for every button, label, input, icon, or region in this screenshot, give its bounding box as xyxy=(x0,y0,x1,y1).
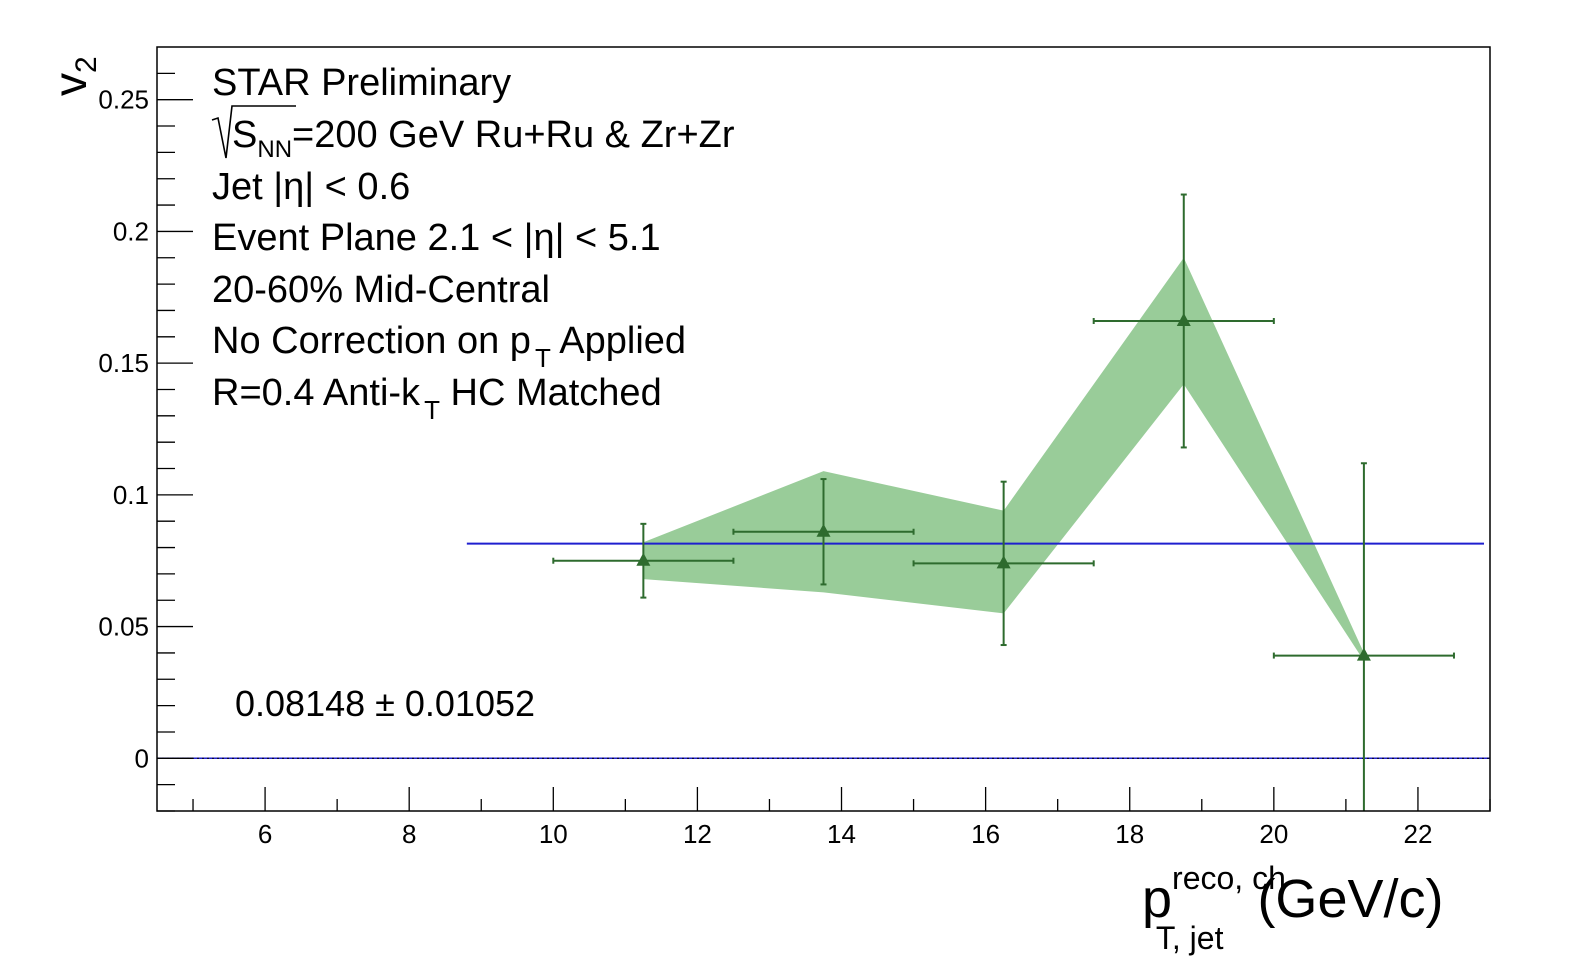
annotation-jet-definition: R=0.4 Anti-k T HC Matched xyxy=(212,372,662,425)
plot-frame xyxy=(156,46,1491,812)
y-tick-label: 0.05 xyxy=(98,612,149,642)
sqrt-sign-icon xyxy=(211,105,296,159)
reference-lines-layer xyxy=(157,542,1490,760)
data-points-layer xyxy=(552,193,1455,811)
annotation-block: STAR Preliminary SNN=200 GeV Ru+Ru & Zr+… xyxy=(211,62,735,425)
annotation-star-preliminary: STAR Preliminary xyxy=(212,62,511,104)
x-tick-label: 6 xyxy=(258,819,272,849)
y-axis-title: v2 xyxy=(44,56,103,96)
y-tick-label: 0.1 xyxy=(113,480,149,510)
x-tick-label: 16 xyxy=(971,819,1000,849)
tick-labels-layer: 6 8 10 12 14 16 18 20 22 0 0.05 0.1 0.15 0.2 0.25 xyxy=(98,85,1432,849)
y-tick-label: 0.2 xyxy=(113,216,149,246)
data-point xyxy=(1092,193,1275,449)
fit-result-text: 0.08148 ± 0.01052 xyxy=(235,683,535,724)
triangle-marker xyxy=(1176,312,1191,326)
x-tick-label: 22 xyxy=(1403,819,1432,849)
triangle-marker xyxy=(996,555,1011,569)
data-point xyxy=(912,480,1095,647)
annotation-root-symbol: S xyxy=(232,114,257,156)
data-point xyxy=(732,478,915,586)
axis-ticks-layer xyxy=(157,72,1491,812)
x-tick-label: 20 xyxy=(1259,819,1288,849)
y-tick-label: 0.25 xyxy=(98,85,149,115)
x-tick-label: 8 xyxy=(402,819,416,849)
x-tick-label: 18 xyxy=(1115,819,1144,849)
triangle-marker xyxy=(1356,647,1371,661)
annotation-energy-text: =200 GeV Ru+Ru & Zr+Zr xyxy=(292,114,735,156)
triangle-marker xyxy=(816,523,831,537)
annotation-jet-eta: Jet |η| < 0.6 xyxy=(212,166,410,208)
data-point xyxy=(552,522,735,599)
x-tick-label: 12 xyxy=(683,819,712,849)
svg-text:SNN=200 GeV Ru+Ru & Zr+Zr: SNN=200 GeV Ru+Ru & Zr+Zr xyxy=(232,114,735,163)
triangle-marker xyxy=(636,552,651,566)
y-tick-label: 0 xyxy=(135,743,149,773)
annotation-root-subscript: NN xyxy=(257,136,292,163)
data-point xyxy=(1272,462,1455,811)
x-axis-title: preco, ch T, jet(GeV/c) xyxy=(1142,860,1443,956)
x-tick-label: 10 xyxy=(539,819,568,849)
x-tick-label: 14 xyxy=(827,819,856,849)
annotation-collision-energy: SNN=200 GeV Ru+Ru & Zr+Zr xyxy=(211,105,735,163)
annotation-event-plane: Event Plane 2.1 < |η| < 5.1 xyxy=(212,217,661,259)
annotation-centrality: 20-60% Mid-Central xyxy=(212,269,550,311)
y-tick-label: 0.15 xyxy=(98,348,149,378)
